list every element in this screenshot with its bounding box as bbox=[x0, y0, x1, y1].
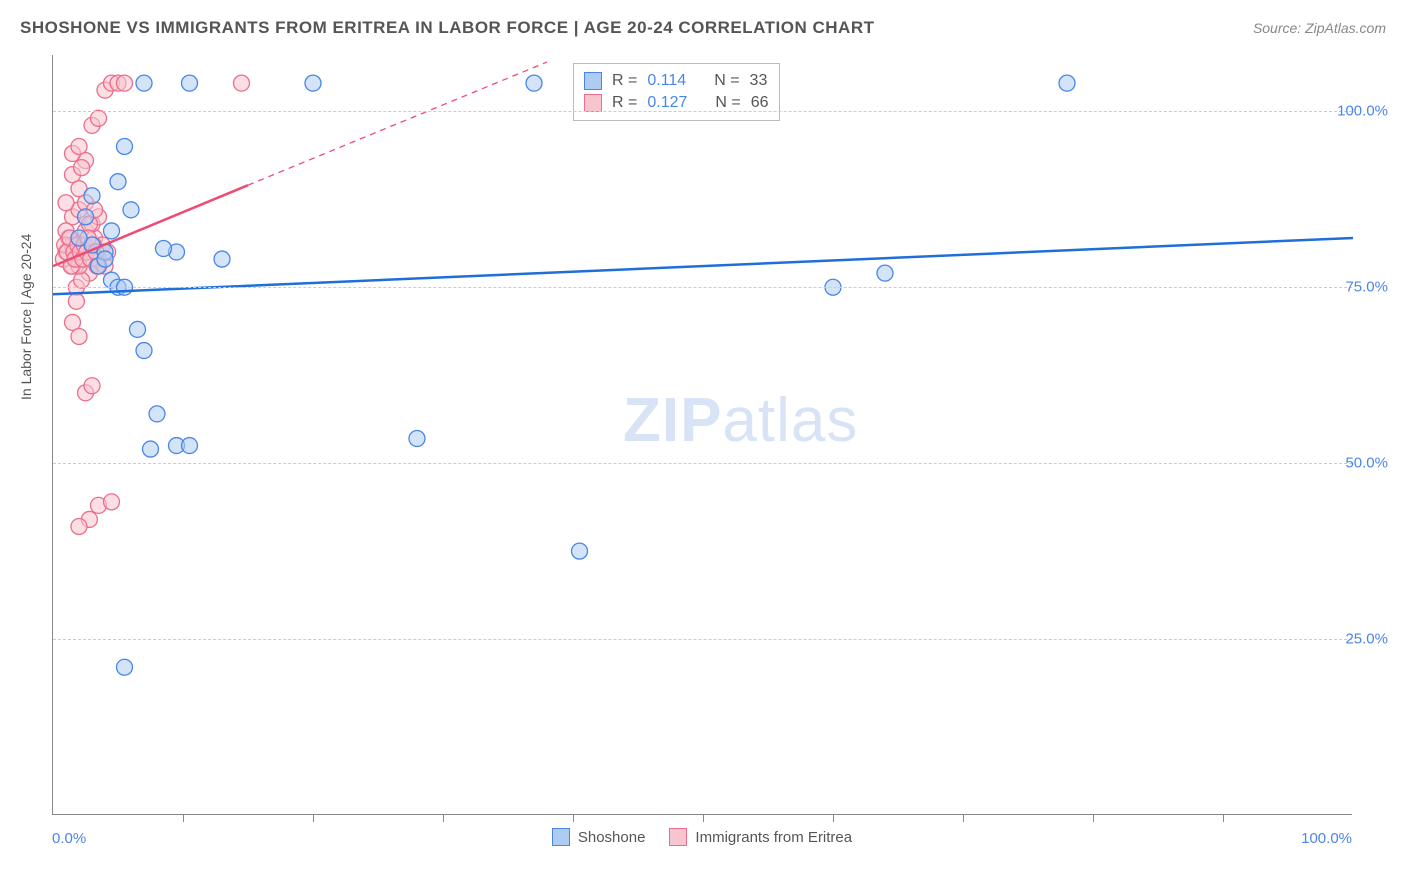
data-point bbox=[74, 272, 90, 288]
data-point bbox=[136, 75, 152, 91]
data-point bbox=[71, 328, 87, 344]
x-tick bbox=[1223, 814, 1224, 822]
data-point bbox=[74, 160, 90, 176]
data-point bbox=[182, 75, 198, 91]
y-tick-label: 75.0% bbox=[1345, 279, 1388, 296]
data-point bbox=[182, 438, 198, 454]
legend-label-eritrea: Immigrants from Eritrea bbox=[695, 829, 852, 846]
data-point bbox=[71, 518, 87, 534]
source-label: Source: ZipAtlas.com bbox=[1253, 20, 1386, 36]
data-point bbox=[214, 251, 230, 267]
gridline-h bbox=[53, 463, 1352, 464]
data-point bbox=[877, 265, 893, 281]
data-point bbox=[123, 202, 139, 218]
y-tick-label: 25.0% bbox=[1345, 631, 1388, 648]
data-point bbox=[117, 75, 133, 91]
data-point bbox=[91, 110, 107, 126]
data-point bbox=[305, 75, 321, 91]
x-tick bbox=[833, 814, 834, 822]
data-point bbox=[68, 293, 84, 309]
data-point bbox=[143, 441, 159, 457]
bottom-legend: Shoshone Immigrants from Eritrea bbox=[52, 828, 1352, 846]
x-tick bbox=[963, 814, 964, 822]
gridline-h bbox=[53, 639, 1352, 640]
r-label: R = bbox=[612, 72, 637, 90]
data-point bbox=[149, 406, 165, 422]
stats-swatch bbox=[584, 72, 602, 90]
data-point bbox=[117, 659, 133, 675]
r-value: 0.127 bbox=[647, 94, 687, 112]
data-point bbox=[84, 378, 100, 394]
x-tick bbox=[1093, 814, 1094, 822]
x-tick bbox=[703, 814, 704, 822]
legend-swatch-pink bbox=[669, 828, 687, 846]
r-value: 0.114 bbox=[647, 72, 686, 90]
data-point bbox=[130, 321, 146, 337]
legend-item-shoshone: Shoshone bbox=[552, 828, 646, 846]
n-value: 33 bbox=[750, 72, 768, 90]
data-point bbox=[136, 343, 152, 359]
gridline-h bbox=[53, 287, 1352, 288]
data-point bbox=[1059, 75, 1075, 91]
data-point bbox=[110, 174, 126, 190]
data-point bbox=[104, 494, 120, 510]
x-tick bbox=[313, 814, 314, 822]
data-point bbox=[71, 230, 87, 246]
legend-swatch-blue bbox=[552, 828, 570, 846]
stats-legend-box: R = 0.114 N = 33 R = 0.127 N = 66 bbox=[573, 63, 780, 121]
chart-title: SHOSHONE VS IMMIGRANTS FROM ERITREA IN L… bbox=[20, 18, 875, 38]
gridline-h bbox=[53, 111, 1352, 112]
stats-swatch bbox=[584, 94, 602, 112]
y-axis-label: In Labor Force | Age 20-24 bbox=[18, 234, 34, 400]
data-point bbox=[84, 188, 100, 204]
plot-area: ZIPatlas R =0.114N =33R =0.127N =66 bbox=[52, 55, 1352, 815]
data-point bbox=[234, 75, 250, 91]
chart-svg bbox=[53, 55, 1352, 814]
y-tick-label: 100.0% bbox=[1337, 103, 1388, 120]
data-point bbox=[409, 431, 425, 447]
data-point bbox=[117, 138, 133, 154]
x-tick bbox=[443, 814, 444, 822]
legend-label-shoshone: Shoshone bbox=[578, 829, 646, 846]
n-label: N = bbox=[715, 94, 740, 112]
r-label: R = bbox=[612, 94, 637, 112]
stats-row: R = 0.114 N = 33 bbox=[584, 70, 769, 92]
data-point bbox=[78, 209, 94, 225]
data-point bbox=[572, 543, 588, 559]
n-value: 66 bbox=[751, 94, 769, 112]
data-point bbox=[156, 241, 172, 257]
data-point bbox=[526, 75, 542, 91]
data-point bbox=[71, 138, 87, 154]
x-tick bbox=[183, 814, 184, 822]
n-label: N = bbox=[714, 72, 739, 90]
y-tick-label: 50.0% bbox=[1345, 455, 1388, 472]
data-point bbox=[97, 251, 113, 267]
x-tick bbox=[573, 814, 574, 822]
data-point bbox=[104, 223, 120, 239]
legend-item-eritrea: Immigrants from Eritrea bbox=[669, 828, 852, 846]
data-point bbox=[58, 195, 74, 211]
